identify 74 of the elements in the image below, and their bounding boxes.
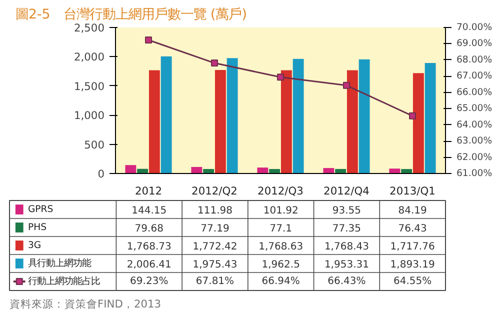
data-label: 1,953.31 [324, 260, 369, 270]
bar [148, 70, 160, 174]
data-label: 2,006.41 [126, 260, 172, 270]
data-label: 66.43% [328, 276, 366, 287]
data-label: 93.55 [332, 206, 362, 216]
x-tick-label: 2012 [134, 184, 162, 198]
y-tick-label: 2,000 [74, 50, 105, 64]
bar [358, 59, 370, 174]
bar [280, 70, 292, 174]
legend-label: 行動上網功能占比 [28, 276, 100, 287]
bar [346, 70, 358, 174]
bar [214, 70, 226, 174]
data-label: 77.35 [332, 224, 362, 234]
source-note: 資料來源：資策會FIND，2013 [10, 298, 162, 310]
data-label: 144.15 [132, 206, 167, 216]
y-tick-label: 1,500 [74, 80, 105, 93]
legend-label: GPRS [28, 204, 54, 215]
bar [292, 58, 304, 174]
data-label: 1,768.63 [258, 242, 304, 252]
data-label: 69.23% [130, 276, 168, 287]
bar [389, 168, 400, 174]
bar [125, 165, 136, 174]
y-tick-label: 1,000 [74, 109, 105, 122]
y2-tick-label: 66.00% [456, 86, 492, 98]
data-label: 1,772.42 [192, 242, 238, 252]
legend-label: 具行動上網功能 [28, 258, 91, 269]
bar [226, 58, 238, 174]
point [343, 82, 350, 89]
bar [160, 56, 172, 174]
point [211, 60, 218, 67]
bar [257, 168, 268, 174]
bar [412, 73, 424, 174]
y2-tick-label: 70.00% [456, 22, 492, 33]
x-tick-label: 2013/Q1 [390, 184, 436, 198]
bar [401, 169, 412, 174]
y2-tick-label: 67.00% [456, 70, 492, 82]
data-label: 77.1 [270, 224, 292, 234]
y-tick-label: 500 [84, 138, 105, 152]
y2-tick-label: 62.00% [456, 152, 492, 163]
point [277, 74, 284, 81]
data-label: 1,768.73 [126, 242, 172, 252]
point [409, 112, 416, 120]
data-label: 111.98 [197, 206, 232, 216]
point [145, 36, 152, 44]
data-label: 1,962.5 [262, 260, 300, 270]
bar [191, 166, 202, 174]
data-label: 101.92 [263, 206, 298, 216]
data-label: 84.19 [398, 206, 427, 216]
y2-tick-label: 63.00% [456, 136, 492, 147]
data-label: 1,975.43 [192, 260, 238, 270]
x-tick-label: 2012/Q2 [192, 184, 238, 198]
y-tick-label: 0 [98, 168, 105, 180]
bar [323, 168, 334, 174]
y-tick-label: 2,500 [74, 22, 105, 34]
x-tick-label: 2012/Q4 [324, 184, 370, 198]
data-label: 64.55% [394, 276, 432, 287]
data-label: 1,717.76 [390, 242, 435, 252]
data-label: 1,768.43 [324, 242, 369, 252]
legend-label: PHS [28, 222, 47, 233]
data-label: 67.81% [196, 276, 234, 287]
y2-tick-label: 68.00% [456, 54, 492, 66]
x-tick-label: 2012/Q3 [258, 184, 304, 198]
y2-tick-label: 61.00% [456, 168, 492, 179]
legend-label: 3G [28, 240, 42, 251]
data-label: 1,893.19 [390, 260, 435, 270]
chart-title: 圖2-5 台灣行動上網用戶數一覽 (萬戶) [16, 8, 247, 22]
data-label: 77.19 [200, 224, 230, 234]
data-label: 79.68 [134, 224, 164, 234]
y2-tick-label: 69.00% [456, 38, 492, 50]
data-label: 76.43 [398, 224, 427, 234]
y2-tick-label: 65.00% [456, 103, 492, 114]
bar [424, 62, 436, 174]
y2-tick-label: 64.00% [456, 119, 492, 130]
data-label: 66.94% [262, 276, 300, 287]
